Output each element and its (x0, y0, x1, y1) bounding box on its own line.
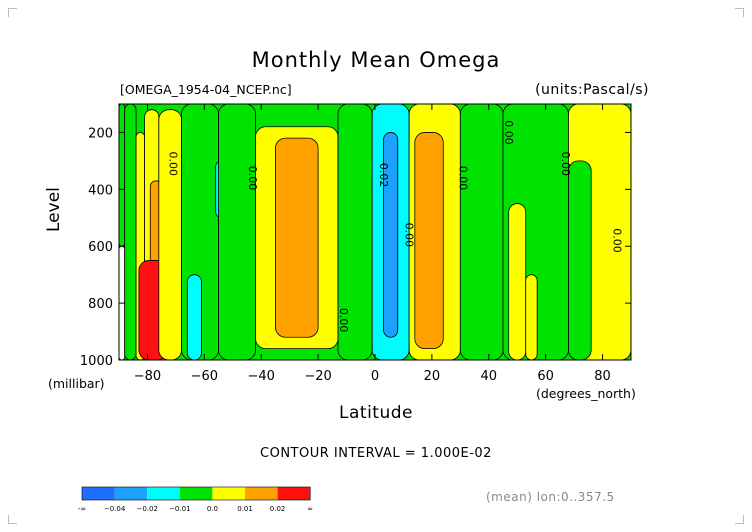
legend-label: -∞ (78, 505, 86, 513)
corner-mark-top-right (735, 8, 744, 17)
corner-mark-top-left (8, 8, 17, 17)
contour-band (218, 104, 256, 360)
legend-label: −0.02 (136, 505, 157, 513)
legend-swatch (179, 487, 213, 500)
x-tick-label: 40 (481, 369, 498, 384)
contour-label: 0.00 (246, 166, 259, 191)
legend-label: 0.01 (237, 505, 253, 513)
x-tick-label: −80 (134, 369, 161, 384)
chart-title: Monthly Mean Omega (251, 48, 501, 72)
contour-label: 0.00 (403, 223, 416, 248)
x-tick-label: −60 (191, 369, 218, 384)
contour-band (568, 160, 592, 360)
contour-band (414, 132, 444, 350)
y-axis-units: (millibar) (48, 376, 105, 391)
contour-band (383, 132, 399, 338)
y-tick-label: 400 (88, 183, 113, 198)
contour-band (186, 274, 202, 360)
x-axis-label: Latitude (339, 403, 413, 423)
y-tick-label: 1000 (80, 354, 113, 369)
contour-band (119, 104, 126, 247)
contour-label: 0.00 (457, 166, 470, 191)
x-tick-label: −40 (248, 369, 275, 384)
contour-label: 0.00 (337, 308, 350, 333)
contour-band (508, 203, 527, 360)
y-tick-label: 600 (88, 240, 113, 255)
x-tick-label: 20 (424, 369, 441, 384)
units-label: (units:Pascal/s) (535, 82, 649, 98)
contour-band (525, 274, 538, 360)
corner-mark-bottom-left (8, 515, 17, 524)
contour-label: 0.00 (167, 151, 180, 176)
contour-label: 0.00 (502, 120, 515, 145)
corner-mark-bottom-right (735, 515, 744, 524)
mean-label: (mean) lon:0..357.5 (486, 490, 615, 504)
file-label: [OMEGA_1954-04_NCEP.nc] (120, 82, 292, 97)
y-tick-label: 200 (88, 126, 113, 141)
legend-label: 0.02 (270, 505, 286, 513)
legend-label: ∞ (307, 505, 313, 513)
x-axis-units: (degrees_north) (536, 386, 636, 401)
legend-label: −0.04 (104, 505, 126, 513)
y-tick-label: 800 (88, 297, 113, 312)
contour-label: 0.00 (610, 228, 623, 253)
legend-swatch (147, 487, 180, 500)
contour-band (459, 104, 504, 360)
contour-label: 0.02 (377, 163, 390, 188)
legend-swatch (212, 487, 245, 500)
contour-interval-label: CONTOUR INTERVAL = 1.000E-02 (260, 446, 492, 461)
legend-label: 0.0 (207, 505, 218, 513)
contour-band (275, 137, 319, 338)
legend-swatch (245, 487, 278, 500)
contour-band (158, 109, 182, 360)
contour-band (124, 104, 137, 360)
x-tick-label: −20 (304, 369, 331, 384)
legend-swatch (82, 487, 115, 500)
x-tick-label: 60 (537, 369, 554, 384)
x-tick-label: 0 (371, 369, 379, 384)
x-tick-label: 80 (594, 369, 611, 384)
contour-label: 0.00 (559, 151, 572, 176)
legend-swatch (277, 487, 311, 500)
legend-swatch (114, 487, 148, 500)
legend-label: −0.01 (169, 505, 190, 513)
legend-frame (81, 486, 311, 501)
